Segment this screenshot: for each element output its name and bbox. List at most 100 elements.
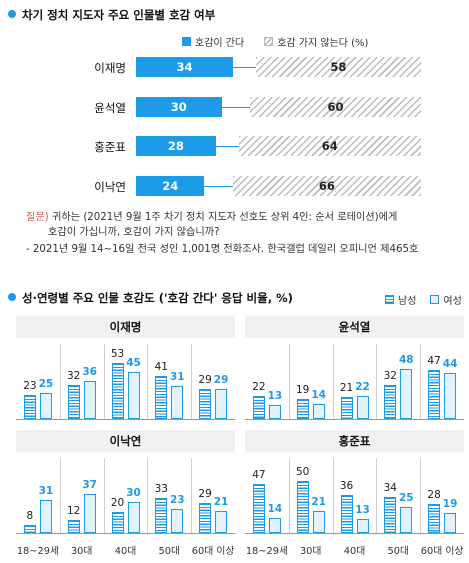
x-tick-label: 18~29세 [245,546,288,557]
group-divider [288,458,290,533]
value-label-female: 31 [38,485,54,498]
bar-male [340,396,353,419]
value-label-female: 22 [355,380,370,393]
bar-female [39,392,52,419]
bar-female [268,405,281,419]
value-label-female: 21 [213,495,229,508]
bar-female [444,513,457,533]
x-tick-label: 60대 이상 [191,546,235,557]
bar-positive: 24 [136,175,205,196]
bar-male [340,495,353,533]
group-divider [376,458,378,533]
value-label-female: 21 [311,495,326,508]
value-label-female: 31 [169,371,185,384]
bar-female [215,388,228,419]
bar-positive: 30 [136,96,222,117]
value-label-male: 29 [198,373,212,386]
value-label-male: 28 [427,488,441,501]
x-tick-label: 60대 이상 [420,546,464,557]
x-tick-label: 30대 [299,546,322,557]
group-divider [420,344,422,419]
value-label-female: 29 [213,373,229,386]
legend-label-positive: 호감이 간다 [195,38,245,49]
value-label-female: 30 [126,486,141,499]
bar-female [356,519,369,533]
bar-negative: 60 [250,96,421,117]
bar-female [127,371,140,419]
legend-swatch-negative [264,37,274,46]
bar-male [428,369,441,419]
group-divider [191,344,193,419]
bar-male [23,524,36,533]
value-label-male: 23 [23,379,37,392]
bar-negative: 64 [238,136,421,156]
bar-positive: 34 [136,57,233,77]
bar-female [400,368,413,419]
group-divider [420,458,422,533]
question-text-1: 귀하는 (2021년 9월 1주 차기 정치 지도자 선호도 상위 4인: 순서… [48,212,398,223]
bar-female [83,381,96,419]
value-label-male: 33 [154,483,168,496]
bar-male [199,502,212,533]
bar-female [215,510,228,533]
x-tick-label: 50대 [387,546,410,557]
value-label-male: 36 [339,480,354,493]
bar-female [171,386,184,419]
value-label-male: 47 [427,354,441,367]
panel-header: 홍준표 [245,430,464,452]
bottom-legend: 남성 여성 [385,292,462,307]
bar-male [296,480,309,533]
value-label-male: 32 [67,370,81,383]
panel-baseline [245,419,464,420]
bar-male [111,512,124,533]
value-label-male: 50 [296,465,310,478]
value-label-female: 23 [169,493,185,506]
panel-baseline [16,419,235,420]
bar-male [155,375,168,419]
group-divider [376,344,378,419]
x-tick-label: 50대 [158,546,181,557]
value-label-male: 12 [67,505,81,518]
top-title-text: 차기 정치 지도자 주요 인물별 호감 여부 [22,8,216,22]
candidate-label: 이재명 [94,61,126,75]
value-label-male: 29 [198,487,212,500]
value-label-female: 44 [442,357,458,370]
group-divider [147,458,149,533]
x-tick-label: 40대 [343,546,366,557]
question-line-2: 호감이 가십니까, 호감이 가지 않습니까? [48,227,220,238]
value-label-female: 14 [267,503,283,516]
bar-male [384,497,397,533]
bar-female [444,372,457,419]
panel-header: 윤석열 [245,316,464,338]
group-divider [332,458,334,533]
bar-female [312,510,325,533]
bar-male [252,483,265,533]
bar-negative: 66 [232,175,421,196]
bar-positive: 28 [136,136,216,156]
panel-header: 이낙연 [16,430,235,452]
group-divider [332,344,334,419]
bar-male [384,385,397,419]
x-tick-label: 30대 [70,546,93,557]
panel-baseline [16,533,235,534]
value-label-female: 25 [398,491,414,504]
bar-female [356,395,369,419]
bar-negative: 58 [255,57,421,77]
top-section-title: 차기 정치 지도자 주요 인물별 호감 여부 [8,7,215,23]
bar-female [83,494,96,533]
value-label-male: 8 [26,509,34,522]
group-divider [191,458,193,533]
value-label-female: 36 [82,366,97,379]
bar-male [67,520,80,533]
value-label-male: 47 [252,468,266,481]
legend-label-male: 남성 [398,296,417,307]
legend-label-female: 여성 [443,296,462,307]
legend-label-negative: 호감 가지 않는다 (%) [277,38,369,49]
candidate-label: 윤석열 [94,100,126,115]
bullet-icon [8,10,16,18]
bottom-section-title: 성·연령별 주요 인물 호감도 ('호감 간다' 응답 비율, %) [8,290,293,306]
value-label-male: 20 [110,497,125,509]
legend-swatch-female [430,295,440,304]
value-label-male: 53 [110,348,125,361]
value-label-male: 41 [154,360,168,373]
